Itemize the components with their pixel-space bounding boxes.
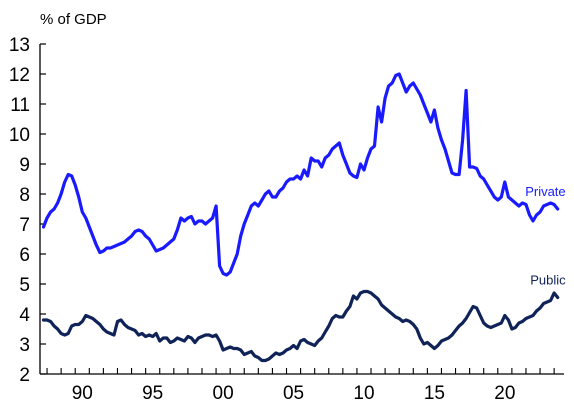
- y-tick-label: 2: [19, 365, 30, 386]
- x-tick-label: 10: [353, 383, 374, 404]
- y-tick-label: 4: [19, 305, 30, 326]
- y-tick-label: 8: [19, 185, 30, 206]
- series-label-public: Public: [530, 273, 566, 288]
- x-axis: 90 95 00 05 10 15 20: [40, 368, 564, 404]
- x-tick-label: 05: [283, 383, 304, 404]
- series-layer: Private Public: [41, 72, 566, 363]
- x-tick-label: 15: [424, 383, 445, 404]
- y-tick-label: 12: [9, 65, 30, 86]
- x-tick-label: 90: [72, 383, 93, 404]
- x-tick-label: 20: [494, 383, 515, 404]
- y-tick-label: 3: [19, 335, 30, 356]
- y-tick-label: 9: [19, 155, 30, 176]
- y-tick-label: 7: [19, 215, 30, 236]
- y-tick-label: 11: [10, 95, 30, 116]
- y-axis: 2 3 4 5 6 7 8 9 10 11 12 13: [9, 35, 46, 386]
- x-tick-label: 95: [142, 383, 163, 404]
- x-tick-label: 00: [213, 383, 234, 404]
- series-line-public: [41, 289, 560, 363]
- y-tick-label: 13: [9, 35, 30, 56]
- series-line-private: [41, 72, 560, 277]
- series-label-private: Private: [525, 184, 565, 199]
- y-tick-label: 10: [9, 125, 30, 146]
- y-tick-label: 6: [19, 245, 30, 266]
- y-axis-unit-label: % of GDP: [40, 11, 107, 28]
- y-tick-label: 5: [19, 275, 30, 296]
